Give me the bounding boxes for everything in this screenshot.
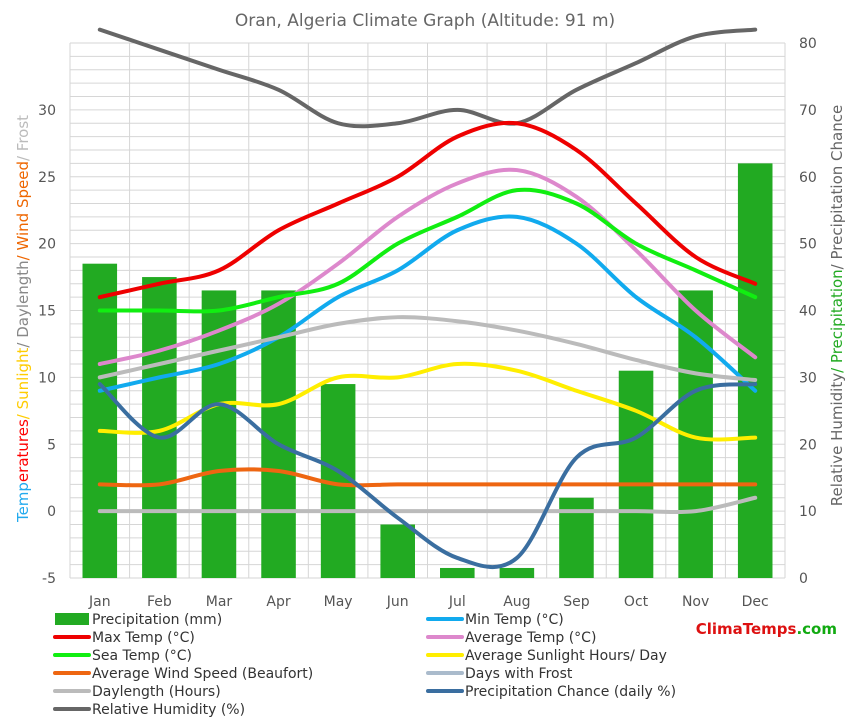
- left-tick-label: 30: [38, 103, 56, 119]
- left-tick-label: 20: [38, 237, 56, 253]
- left-axis-title: Temperatures/ Sunlight/ Daylength/ Wind …: [14, 115, 32, 523]
- precipitation-bar-aug: [499, 567, 535, 578]
- x-tick-label: May: [324, 594, 353, 610]
- series-line-average-wind-speed-beaufort: [97, 467, 758, 488]
- legend-label-min-temp-c: Min Temp (°C): [465, 612, 564, 628]
- x-tick-label: Jul: [448, 594, 466, 610]
- legend-label-average-sunlight-hours-day: Average Sunlight Hours/ Day: [465, 648, 667, 664]
- series-line-min-temp-c: [97, 214, 758, 393]
- x-tick-label: Jan: [88, 594, 111, 610]
- right-tick-label: 10: [799, 504, 817, 520]
- left-tick-label: 15: [38, 304, 56, 320]
- series-lines: [97, 27, 758, 570]
- x-tick-label: Apr: [266, 594, 290, 610]
- legend-label-precipitation-chance-daily: Precipitation Chance (daily %): [465, 684, 676, 700]
- legend-label-sea-temp-c: Sea Temp (°C): [92, 648, 192, 664]
- legend-label-daylength-hours: Daylength (Hours): [92, 684, 221, 700]
- legend-label-precipitation-mm: Precipitation (mm): [92, 612, 222, 628]
- legend: Precipitation (mm) Min Temp (°C) Max Temp …: [53, 612, 676, 718]
- precipitation-bar-oct: [618, 370, 654, 578]
- legend-label-max-temp-c: Max Temp (°C): [92, 630, 195, 646]
- chart-title: Oran, Algeria Climate Graph (Altitude: 9…: [235, 11, 615, 31]
- right-tick-label: 30: [799, 370, 817, 386]
- right-tick-label: 0: [799, 571, 808, 587]
- series-line-daylength-hours: [97, 315, 758, 383]
- x-tick-label: Feb: [147, 594, 172, 610]
- precipitation-bars: [82, 163, 773, 578]
- x-tick-label: Dec: [742, 594, 769, 610]
- series-line-precipitation-chance-daily: [97, 382, 758, 570]
- right-tick-label: 50: [799, 237, 817, 253]
- series-line-average-temp-c: [97, 167, 758, 366]
- axes: -5 0 5 10 15 20 25 30 0 10 20 30 40 50 60 70 80 Jan Feb Mar…: [14, 36, 846, 610]
- left-tick-label: 5: [47, 437, 56, 453]
- left-tick-label: 25: [38, 170, 56, 186]
- series-line-days-with-frost: [97, 495, 758, 515]
- legend-label-average-temp-c: Average Temp (°C): [465, 630, 596, 646]
- right-axis-title: Relative Humidity/ Precipitation/ Precip…: [828, 105, 846, 506]
- x-tick-label: Mar: [206, 594, 233, 610]
- series-line-sea-temp-c: [97, 187, 758, 314]
- x-tick-label: Jun: [386, 594, 409, 610]
- x-tick-label: Oct: [624, 594, 649, 610]
- legend-swatch: [55, 613, 89, 625]
- precipitation-bar-dec: [737, 163, 773, 578]
- left-tick-label: 10: [38, 370, 56, 386]
- series-line-max-temp-c: [97, 120, 758, 300]
- right-tick-label: 40: [799, 304, 817, 320]
- x-tick-label: Sep: [563, 594, 590, 610]
- legend-label-relative-humidity: Relative Humidity (%): [92, 702, 245, 718]
- precipitation-bar-jul: [440, 567, 475, 578]
- legend-label-days-with-frost: Days with Frost: [465, 666, 573, 682]
- brand-logo: ClimaTemps.com: [696, 620, 837, 638]
- right-tick-label: 20: [799, 437, 817, 453]
- x-tick-label: Nov: [682, 594, 709, 610]
- precipitation-bar-jun: [380, 524, 415, 578]
- left-tick-label: -5: [42, 571, 56, 587]
- x-tick-label: Aug: [503, 594, 530, 610]
- right-tick-label: 60: [799, 170, 817, 186]
- precipitation-bar-mar: [201, 290, 237, 578]
- right-tick-label: 80: [799, 36, 817, 52]
- right-tick-label: 70: [799, 103, 817, 119]
- precipitation-bar-jan: [82, 263, 118, 578]
- series-line-relative-humidity: [97, 27, 758, 129]
- left-tick-label: 0: [47, 504, 56, 520]
- legend-label-average-wind-speed-beaufort: Average Wind Speed (Beaufort): [92, 666, 313, 682]
